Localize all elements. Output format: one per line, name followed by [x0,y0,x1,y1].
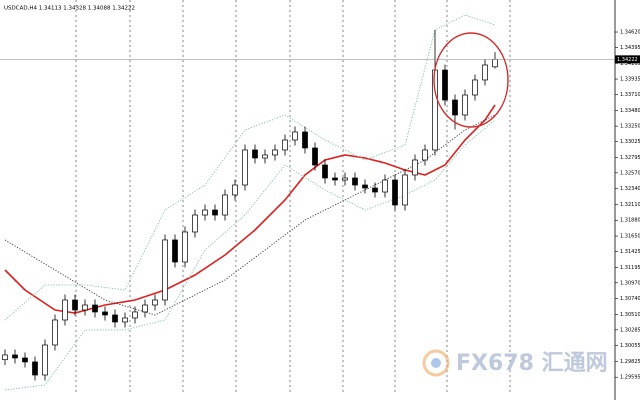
candle-body [362,184,368,189]
y-tick-label: 1.31880 [620,218,640,224]
y-tick-label: 1.30055 [620,343,640,349]
y-tick-label: 1.30740 [620,296,640,302]
y-tick-label: 1.33250 [620,124,640,130]
candle-body [482,64,488,81]
candle-body [162,239,168,301]
indicator-line [4,114,496,316]
candle-body [192,214,198,233]
candle-body [432,69,438,151]
candle-body [222,194,228,216]
logo-ring [422,349,450,377]
candle-body [462,94,468,116]
candle-body [172,239,178,263]
y-tick-label: 1.30285 [620,327,640,333]
candle-body [252,149,258,159]
y-tick-label: 1.31195 [620,265,640,271]
candle-body [202,209,208,216]
indicator-line [4,104,496,314]
y-tick-label: 1.33935 [620,77,640,83]
y-tick-label: 1.31650 [620,234,640,240]
candle-body [442,69,448,101]
candle-body [262,154,268,159]
y-tick-label: 1.29825 [620,359,640,365]
candle-body [382,179,388,193]
candle-body [452,99,458,116]
candle-body [322,164,328,179]
candle-body [292,131,298,141]
candle-body [212,209,218,216]
candle-body [422,149,428,161]
watermark-logo [422,349,450,377]
candle-body [32,361,38,376]
candle-body [92,304,98,313]
candle-body [102,311,108,316]
watermark: FX678 汇通网 [456,351,608,376]
candle-body [352,177,358,186]
candle-body [272,149,278,156]
candle-body [332,177,338,181]
candle-body [122,317,128,323]
annotation-circle [433,32,509,128]
y-tick-label: 1.33710 [620,92,640,98]
plot: 1.34620 1.34395 1.34165 1.33935 1.33710 1.334… [0,14,640,391]
y-tick-label: 1.32340 [620,186,640,192]
candle-body [472,79,478,96]
chart-title: USDCAD,H4 1.34113 1.34328 1.34088 1.3422… [4,6,135,12]
candle-body [52,319,58,346]
candle-body [62,299,68,321]
y-tick-label: 1.32110 [620,202,640,208]
y-tick-label: 1.34165 [620,61,640,67]
indicator-line [4,14,496,321]
y-tick-label: 1.33025 [620,139,640,145]
candle-body [242,149,248,186]
y-tick-label: 1.32570 [620,170,640,176]
candle-body [12,354,18,359]
indicator-line [4,119,496,391]
candle-body [372,187,378,193]
y-tick-label: 1.31425 [620,249,640,255]
candle-body [112,314,118,323]
candle-body [312,147,318,166]
candle-body [282,139,288,151]
current-price-label: 1.34222 [617,57,638,63]
y-tick-label: 1.33480 [620,108,640,114]
candle-body [82,304,88,311]
y-tick-label: 1.32795 [620,155,640,161]
candle-body [2,354,8,361]
current-price-box [615,55,640,64]
candle-body [182,231,188,263]
y-tick-label: 1.34395 [620,45,640,51]
candle-body [232,184,238,196]
candle-body [22,357,28,363]
candle-body [72,299,78,311]
candle-body [42,344,48,376]
candle-body [142,304,148,313]
candle-body [412,159,418,176]
y-tick-label: 1.34620 [620,30,640,36]
y-tick-label: 1.30970 [620,280,640,286]
time-grid [75,0,511,395]
candle-body [402,174,408,206]
candle-body [342,177,348,181]
candle-body [492,59,498,68]
y-tick-label: 1.30510 [620,312,640,318]
candle-body [152,299,158,306]
candle-body [302,131,308,149]
candle-body [392,179,398,206]
y-tick-label: 1.29595 [620,375,640,381]
logo-core [431,358,441,368]
candle-body [132,311,138,319]
